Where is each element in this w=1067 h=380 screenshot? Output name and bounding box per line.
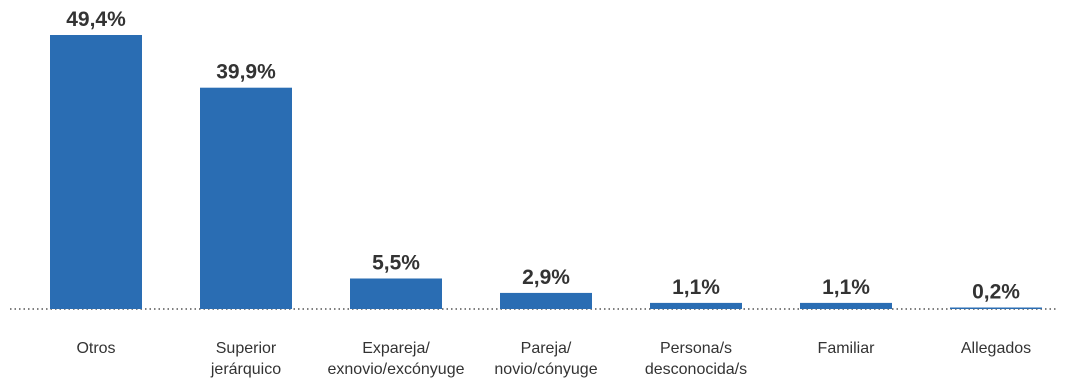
category-label-6-line-0: Allegados bbox=[961, 340, 1031, 357]
value-label-2: 5,5% bbox=[372, 251, 420, 274]
value-label-5: 1,1% bbox=[822, 276, 870, 299]
category-label-3: Pareja/novio/cónyuge bbox=[494, 340, 597, 378]
value-label-0: 49,4% bbox=[66, 8, 126, 31]
bar-4 bbox=[650, 302, 742, 309]
bar-6 bbox=[950, 307, 1042, 309]
category-label-1-line-0: Superior bbox=[216, 340, 277, 357]
category-label-5-line-0: Familiar bbox=[818, 340, 876, 357]
category-label-6: Allegados bbox=[961, 340, 1031, 357]
category-label-2-line-1: exnovio/excónyuge bbox=[328, 361, 465, 378]
bars-group bbox=[50, 35, 1042, 309]
bar-2 bbox=[350, 278, 442, 309]
category-label-4-line-1: desconocida/s bbox=[645, 361, 747, 378]
category-label-2: Expareja/exnovio/excónyuge bbox=[328, 340, 465, 378]
bar-5 bbox=[800, 302, 892, 309]
category-label-2-line-0: Expareja/ bbox=[362, 340, 430, 357]
category-label-1: Superior jerárquico bbox=[210, 340, 281, 378]
bar-1 bbox=[200, 87, 292, 309]
category-labels-group: Otros Superior jerárquico Expareja/exnovio/… bbox=[76, 340, 1031, 378]
category-label-3-line-0: Pareja/ bbox=[521, 340, 572, 357]
category-label-4-line-0: Persona/s bbox=[660, 340, 732, 357]
category-label-0: Otros bbox=[76, 340, 115, 357]
category-label-3-line-1: novio/cónyuge bbox=[494, 361, 597, 378]
value-label-4: 1,1% bbox=[672, 276, 720, 299]
value-label-6: 0,2% bbox=[972, 281, 1020, 304]
category-label-5: Familiar bbox=[818, 340, 876, 357]
category-label-1-line-1: jerárquico bbox=[210, 361, 281, 378]
bar-3 bbox=[500, 292, 592, 309]
bar-0 bbox=[50, 35, 142, 309]
category-label-0-line-0: Otros bbox=[76, 340, 115, 357]
category-label-4: Persona/s desconocida/s bbox=[645, 340, 747, 378]
value-labels-group: 49,4% 39,9% 5,5% 2,9% 1,1% 1,1% 0,2% bbox=[66, 8, 1020, 304]
value-label-1: 39,9% bbox=[216, 61, 276, 84]
value-label-3: 2,9% bbox=[522, 266, 570, 289]
